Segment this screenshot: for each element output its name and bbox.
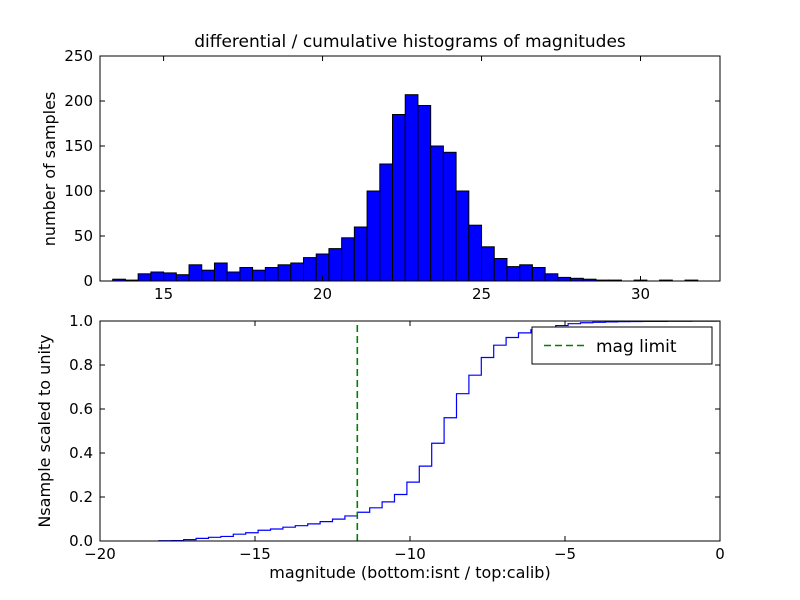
histogram-bar: [404, 94, 419, 281]
histogram-bar: [302, 257, 317, 281]
histogram-bar: [366, 190, 381, 281]
top-axes-ytick-label: 250: [64, 47, 93, 65]
histogram-bar: [226, 271, 241, 281]
top-axes-ytick-label: 50: [74, 227, 93, 245]
histogram-bar: [519, 264, 533, 281]
bottom-axes-xtick-label: −15: [239, 545, 271, 563]
histogram-bar: [137, 273, 152, 281]
bottom-y-axis-label: Nsample scaled to unity: [35, 334, 54, 527]
bottom-axes-xtick-label: −10: [394, 545, 426, 563]
histogram-bar: [290, 262, 304, 281]
histogram-bar: [544, 273, 559, 281]
histogram-bar: [417, 105, 432, 281]
top-axes-xtick-label: 20: [313, 285, 332, 303]
bottom-axes-ytick-label: 1.0: [69, 312, 93, 330]
histogram-bar: [277, 264, 292, 281]
cumulative-step-curve: [158, 321, 720, 541]
histogram-bar: [506, 266, 521, 281]
histogram-bar: [150, 271, 165, 281]
top-y-axis-label: number of samples: [40, 92, 59, 247]
histogram-bar: [442, 151, 457, 281]
bottom-axes-ytick-label: 0.6: [69, 400, 93, 418]
top-axes-ytick-label: 100: [64, 182, 93, 200]
histogram-bar: [481, 246, 495, 281]
histogram-bar: [163, 272, 177, 281]
bottom-axes-ytick-label: 0.0: [69, 532, 93, 550]
histogram-bar: [455, 190, 470, 281]
histogram-bar: [468, 224, 483, 281]
histogram-bar: [213, 262, 228, 281]
figure-title: differential / cumulative histograms of …: [194, 32, 626, 52]
histogram-bar: [430, 145, 444, 281]
bottom-axes-xtick-label: −5: [554, 545, 576, 563]
legend-label: mag limit: [596, 337, 677, 357]
histogram-bar: [264, 267, 279, 281]
top-axes-frame: [99, 55, 721, 282]
top-axes-ytick-label: 0: [83, 272, 93, 290]
bottom-axes-ytick-label: 0.2: [69, 488, 93, 506]
bottom-axes-xtick-label: −20: [84, 545, 116, 563]
histogram-bar: [392, 114, 406, 281]
top-axes-xtick-label: 30: [631, 285, 650, 303]
histogram-bar: [493, 258, 508, 281]
histogram-bar: [239, 267, 254, 281]
histogram-bar: [252, 269, 266, 281]
top-axes-xtick-label: 15: [154, 285, 173, 303]
top-axes-xtick-label: 25: [472, 285, 491, 303]
bottom-axes-ytick-label: 0.4: [69, 444, 93, 462]
legend: mag limit: [531, 326, 713, 365]
plot-layer: 15 20 25 30 0 50 100 150 200 250 −20 −15 −10 −5 0 0.0 0.…: [64, 47, 725, 563]
histogram-bar: [379, 163, 394, 281]
bottom-axes-xtick-label: 0: [715, 545, 725, 563]
histogram-bar: [188, 264, 203, 281]
histogram-bar: [328, 248, 343, 281]
histogram-bar: [531, 267, 546, 281]
bottom-x-axis-label: magnitude (bottom:isnt / top:calib): [269, 563, 550, 582]
histogram-bar: [201, 269, 215, 281]
histogram-bar: [557, 276, 572, 281]
histogram-bar: [353, 226, 368, 281]
top-axes-ytick-label: 150: [64, 137, 93, 155]
histogram-bar: [175, 274, 190, 281]
histogram-bar: [341, 237, 355, 281]
top-axes-ytick-label: 200: [64, 92, 93, 110]
bottom-axes-ytick-label: 0.8: [69, 356, 93, 374]
